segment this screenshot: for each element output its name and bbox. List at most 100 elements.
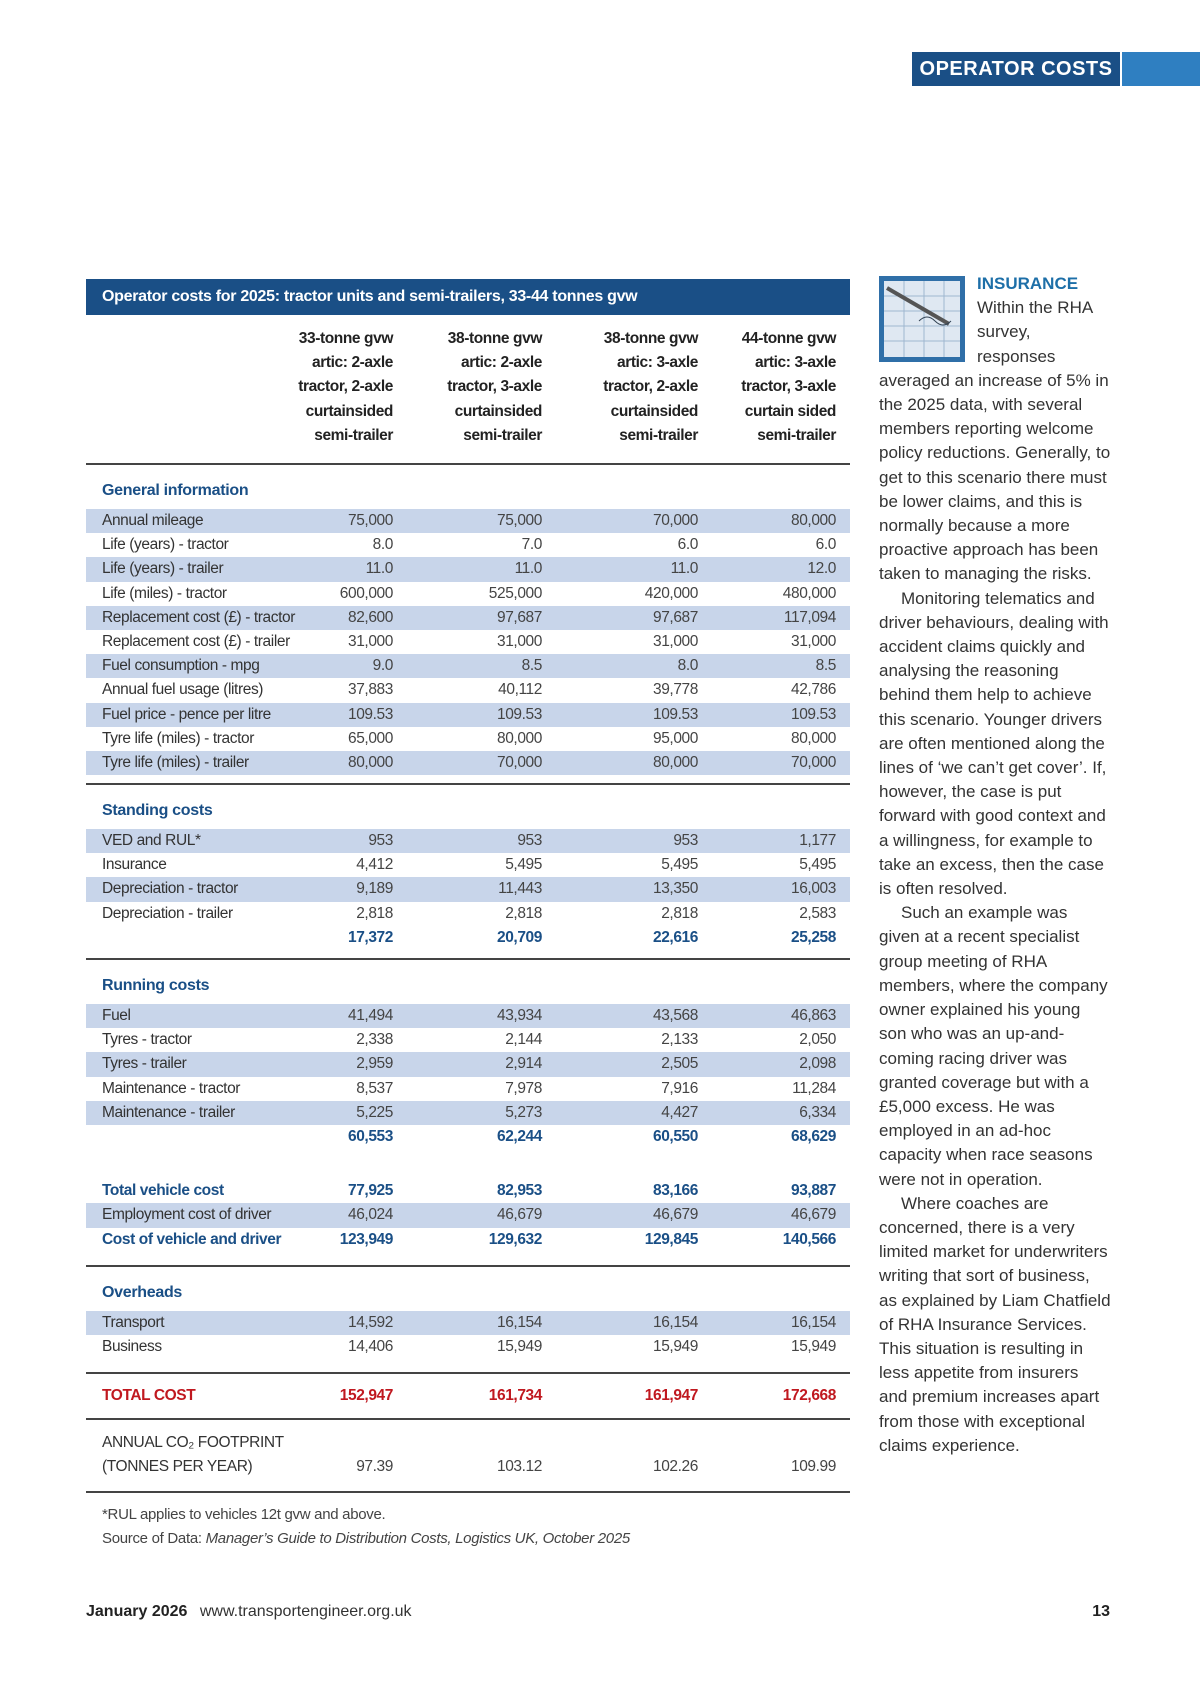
row-label: VED and RUL* <box>102 832 201 850</box>
cell-value: 16,154 <box>790 1313 836 1331</box>
table-row: Cost of vehicle and driver 123,949 129,632… <box>86 1228 850 1252</box>
cell-value: 6.0 <box>677 536 699 554</box>
column-header-line: tractor, 3-axle <box>447 378 542 396</box>
table-row: Annual fuel usage (litres) 37,883 40,112 39… <box>86 678 850 702</box>
column-header-line: 38-tonne gvw <box>447 330 543 347</box>
cell-value: 152,947 <box>339 1387 394 1405</box>
cell-value: 5,225 <box>356 1103 393 1121</box>
cell-value: 11.0 <box>365 560 394 578</box>
column-header-line: curtain sided <box>744 402 837 420</box>
footer-date: January 2026 <box>86 1603 188 1620</box>
cell-value: 2,583 <box>799 904 836 922</box>
row-label-line: (TONNES PER YEAR) <box>102 1458 253 1476</box>
cell-value: 80,000 <box>347 753 393 771</box>
table-row: Maintenance - trailer 5,225 5,273 4,427 6,33… <box>86 1100 850 1125</box>
table-row: Depreciation - tractor 9,189 11,443 13,350 1… <box>86 877 850 902</box>
article: INSURANCE Within the RHA survey, respons… <box>879 272 1111 1458</box>
row-label: Life (miles) - tractor <box>102 584 227 602</box>
article-heading: INSURANCE <box>977 274 1079 293</box>
table-row: Tyre life (miles) - tractor 65,000 80,000 9… <box>86 727 850 751</box>
cell-value: 25,258 <box>790 928 836 946</box>
cell-value: 2,133 <box>661 1031 698 1049</box>
row-label: Tyre life (miles) - tractor <box>102 729 254 747</box>
rule <box>86 1418 850 1421</box>
cell-value: 83,166 <box>652 1182 698 1200</box>
row-label: Depreciation - trailer <box>102 904 233 922</box>
cell-value: 12.0 <box>807 560 836 578</box>
cell-value: 109.53 <box>347 705 393 723</box>
cell-value: 93,887 <box>790 1182 836 1200</box>
section-heading: Standing costs <box>102 802 213 820</box>
cell-value: 70,000 <box>496 753 542 771</box>
table-title: Operator costs for 2025: tractor units a… <box>86 279 850 315</box>
table-row: Tyre life (miles) - trailer 80,000 70,000 8… <box>86 750 850 776</box>
cell-value: 97,687 <box>496 608 542 626</box>
paragraph: Within the RHA survey, responses average… <box>879 298 1111 584</box>
cell-value: 42,786 <box>790 681 836 699</box>
column-header-line: tractor, 2-axle <box>603 378 698 396</box>
cell-value: 109.53 <box>790 705 836 723</box>
paragraph: Where coaches are concerned, there is a … <box>879 1193 1111 1455</box>
row-label: Annual fuel usage (litres) <box>102 681 264 699</box>
cell-value: 31,000 <box>496 632 542 650</box>
cell-value: 420,000 <box>644 584 699 602</box>
section-tag: OPERATOR COSTS <box>912 52 1120 86</box>
source-title: Manager’s Guide to Distribution Costs, L… <box>205 1530 631 1548</box>
table-row: Transport 14,592 16,154 16,154 16,154 <box>86 1310 850 1335</box>
cell-value: 8.5 <box>521 657 543 675</box>
cell-value: 11.0 <box>514 560 543 578</box>
cell-value: 97,687 <box>652 608 698 626</box>
cell-value: 46,863 <box>790 1007 836 1024</box>
cell-value: 123,949 <box>339 1230 394 1248</box>
cell-value: 161,734 <box>488 1387 543 1405</box>
rule <box>86 958 850 960</box>
cell-value: 600,000 <box>339 584 394 602</box>
row-label: Life (years) - trailer <box>102 560 224 578</box>
cell-value: 15,949 <box>496 1337 542 1355</box>
row-label: Replacement cost (£) - trailer <box>102 632 290 650</box>
page-number: 13 <box>1092 1603 1110 1620</box>
cell-value: 4,412 <box>356 856 393 874</box>
cell-value: 2,818 <box>356 904 393 922</box>
row-label: Maintenance - trailer <box>102 1103 235 1121</box>
cell-value: 60,553 <box>347 1127 393 1145</box>
cell-value: 953 <box>368 832 393 850</box>
row-label: Replacement cost (£) - tractor <box>102 608 296 626</box>
column-header-line: semi-trailer <box>619 426 698 444</box>
cell-value: 82,600 <box>347 608 393 626</box>
table-body: General information Annual mileage 75,000 7… <box>86 465 850 1551</box>
table-row: Tyres - trailer 2,959 2,914 2,505 2,098 <box>86 1052 850 1077</box>
column-header: 44-tonne gvw artic: 3-axle tractor, 3-axle… <box>741 327 836 448</box>
column-header-line: curtainsided <box>610 402 699 420</box>
cell-value: 2,338 <box>356 1031 393 1049</box>
table-row: Replacement cost (£) - tractor 82,600 97,6… <box>86 605 850 630</box>
cell-value: 102.26 <box>652 1458 698 1476</box>
row-label: Maintenance - tractor <box>102 1079 241 1097</box>
cell-value: 11,284 <box>792 1079 836 1097</box>
table-row: Replacement cost (£) - trailer 31,000 31,0… <box>86 630 850 654</box>
table-row: Fuel price - pence per litre 109.53 109.53… <box>86 702 850 727</box>
column-header-line: tractor, 2-axle <box>298 378 393 396</box>
cell-value: 14,592 <box>347 1313 393 1331</box>
cell-value: 2,959 <box>356 1055 393 1073</box>
row-label: Tyres - trailer <box>102 1055 187 1073</box>
cell-value: 6,334 <box>799 1103 836 1121</box>
table-row: Insurance 4,412 5,495 5,495 5,495 <box>86 853 850 877</box>
cell-value: 11,443 <box>498 880 542 898</box>
row-label: Fuel price - pence per litre <box>102 705 271 723</box>
row-label: Total vehicle cost <box>102 1182 224 1200</box>
cell-value: 40,112 <box>498 681 542 699</box>
column-header-line: artic: 3-axle <box>617 354 698 372</box>
table-row: Total vehicle cost 77,925 82,953 83,166 93,8… <box>86 1179 850 1203</box>
cell-value: 117,094 <box>783 608 836 626</box>
rule <box>86 1491 850 1494</box>
column-header-line: semi-trailer <box>757 426 836 444</box>
cell-value: 39,778 <box>652 681 698 699</box>
cell-value: 16,154 <box>496 1313 542 1331</box>
source: Source of Data: Manager’s Guide to Distr… <box>102 1527 850 1551</box>
cell-value: 22,616 <box>652 928 698 946</box>
cell-value: 70,000 <box>790 753 836 771</box>
cell-value: 2,818 <box>505 904 542 922</box>
cell-value: 95,000 <box>652 729 698 747</box>
